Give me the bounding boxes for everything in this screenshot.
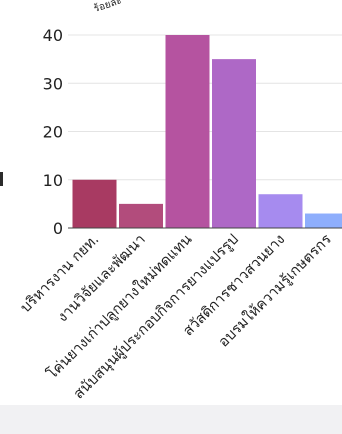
- left-edge-mark: [0, 172, 3, 186]
- bar-1[interactable]: [72, 179, 117, 228]
- y-axis-ticks: 0 10 20 30 40: [43, 26, 63, 238]
- x-axis-labels: บริหารงาน กยท.งานวิจัยและพัฒนาโค่นยางเก่…: [18, 230, 335, 402]
- bar-5[interactable]: [258, 194, 303, 228]
- x-tick-label: สนับสนุนผู้ประกอบกิจการยางแปรรูป: [70, 231, 242, 403]
- x-tick-label: บริหารงาน กยท.: [18, 232, 103, 317]
- x-tick-label: งานวิจัยและพัฒนา: [55, 232, 149, 326]
- bar-3[interactable]: [165, 35, 210, 228]
- bottom-band: [0, 405, 342, 434]
- y-tick-label: 30: [43, 74, 63, 93]
- bar-4[interactable]: [212, 59, 256, 228]
- y-axis-unit-label: ร้อยละ: [92, 0, 123, 15]
- y-tick-label: 20: [43, 123, 63, 142]
- y-tick-label: 10: [43, 171, 63, 190]
- bars: [72, 35, 342, 228]
- bar-6[interactable]: [305, 213, 342, 228]
- y-tick-label: 0: [53, 219, 63, 238]
- y-tick-label: 40: [43, 26, 63, 45]
- bar-2[interactable]: [119, 203, 163, 228]
